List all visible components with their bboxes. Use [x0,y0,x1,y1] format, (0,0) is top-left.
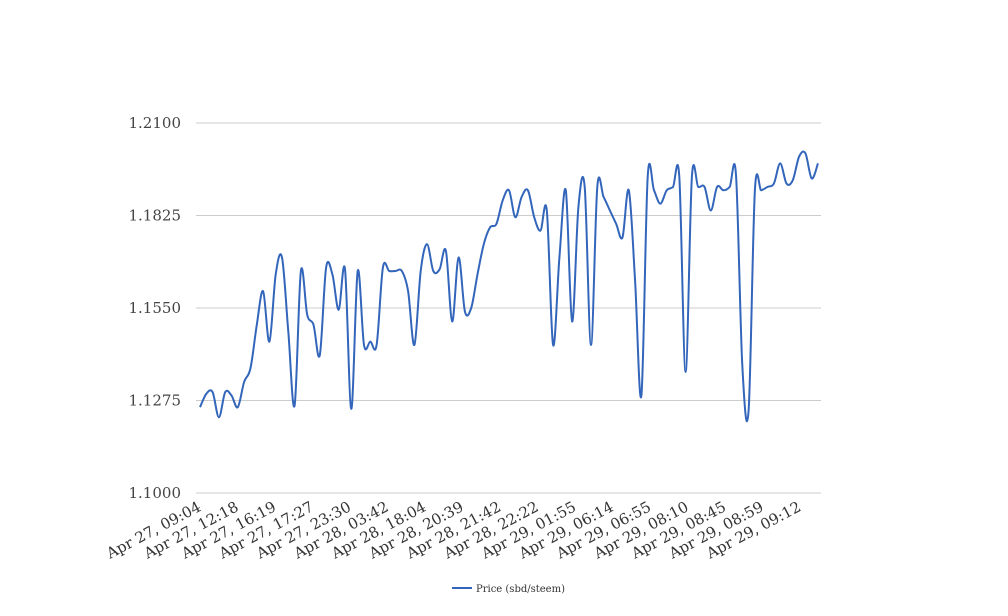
y-tick-label: 1.1550 [129,299,182,317]
price-series-line [199,150,819,423]
y-tick-label: 1.1275 [129,392,182,410]
legend-label: Price (sbd/steem) [476,584,565,595]
y-axis-ticks: 1.1000 1.1275 1.1550 1.1825 1.2100 [129,114,182,502]
y-tick-label: 1.1825 [129,207,182,225]
gridlines [196,122,821,494]
legend: Price (sbd/steem) [452,584,565,595]
y-tick-label: 1.2100 [129,114,182,132]
y-tick-label: 1.1000 [129,484,182,502]
